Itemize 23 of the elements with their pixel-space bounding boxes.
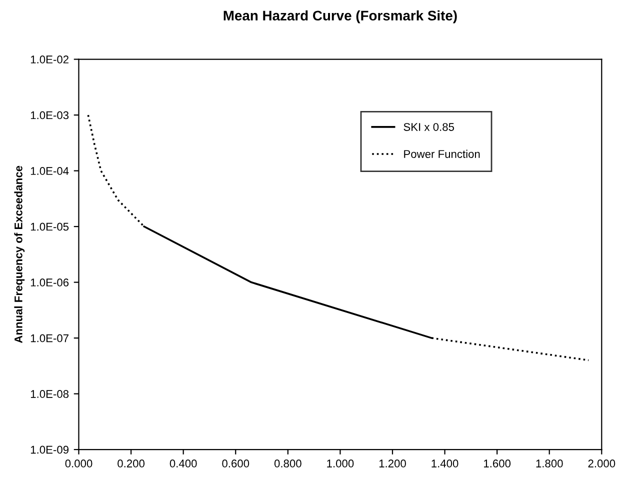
y-tick-label: 1.0E-08 (30, 390, 69, 398)
chart-title: Mean Hazard Curve (Forsmark Site) (224, 10, 457, 24)
y-tick-label: 1.0E-02 (30, 56, 68, 64)
y-tick-label: 1.0E-05 (30, 222, 69, 231)
x-tick-label: 0.400 (170, 460, 197, 468)
legend-label: SKI x 0.85 (404, 123, 454, 131)
y-tick-label: 1.0E-09 (30, 446, 69, 454)
x-tick-label: 1.400 (432, 460, 458, 468)
x-tick-label: 1.800 (536, 460, 563, 468)
y-tick-label: 1.0E-03 (30, 111, 69, 120)
x-tick-label: 1.200 (379, 460, 406, 468)
x-tick-label: 1.600 (484, 460, 511, 468)
x-tick-label: 0.600 (222, 460, 250, 468)
x-tick-label: 1.000 (327, 460, 354, 468)
x-tick-label: 0.800 (274, 460, 302, 468)
y-tick-label: 1.0E-06 (30, 278, 69, 286)
y-tick-label: 1.0E-04 (30, 167, 69, 175)
y-tick-label: 1.0E-07 (30, 334, 68, 342)
x-tick-label: 0.000 (65, 460, 92, 468)
x-tick-label: 2.000 (588, 460, 616, 468)
legend-label: Power Function (404, 150, 480, 158)
x-tick-label: 0.200 (118, 460, 145, 468)
y-axis-title: Annual Frequency of Exceedance (14, 166, 25, 344)
